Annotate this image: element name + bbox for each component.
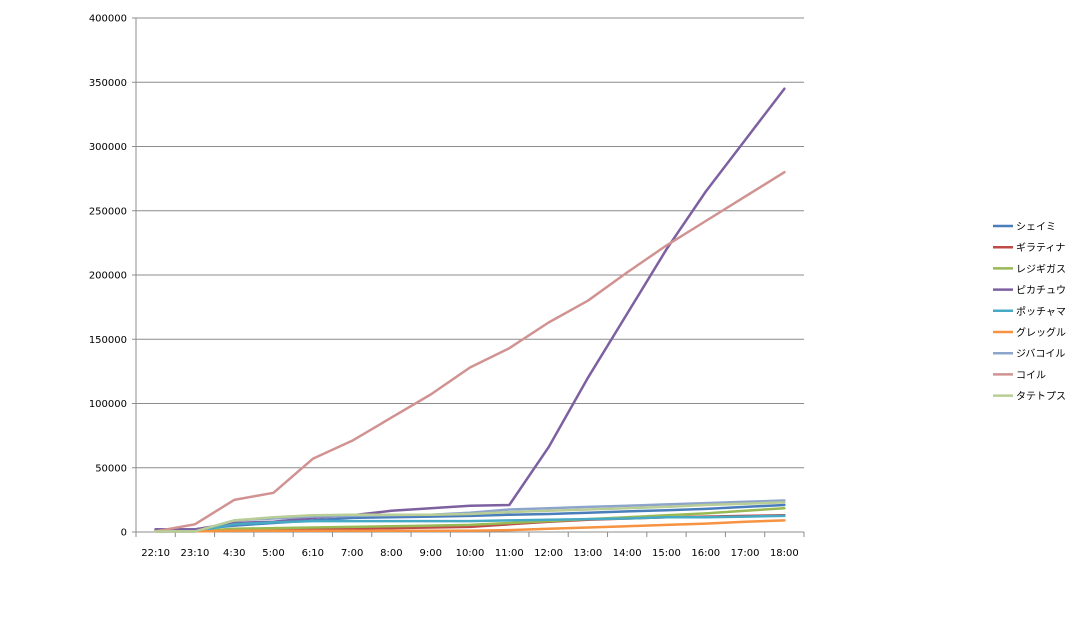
- x-tick-label: 10:00: [456, 548, 485, 559]
- x-tick-label: 5:00: [262, 548, 284, 559]
- y-tick-label: 350000: [89, 78, 127, 89]
- series-line-6: [154, 519, 786, 533]
- x-tick-label: 13:00: [573, 548, 602, 559]
- x-tick-label: 16:00: [691, 548, 720, 559]
- x-tick-label: 12:00: [534, 548, 563, 559]
- y-tick-label: 150000: [89, 335, 127, 346]
- x-tick-labels: 22:10 23:10 4:30 5:00 6:10 7:00 8:00 9:00 10:00 1…: [141, 548, 799, 559]
- x-tick-label: 14:00: [613, 548, 642, 559]
- x-tick-label: 17:00: [731, 548, 760, 559]
- series-line-8: [154, 170, 786, 533]
- legend-label: ジバコイル: [1016, 348, 1065, 360]
- x-tick-label: 22:10: [141, 548, 170, 559]
- gridlines: [136, 17, 804, 469]
- series-line-5: [154, 514, 786, 533]
- y-tick-label: 100000: [89, 399, 127, 410]
- x-tick-label: 7:00: [341, 548, 363, 559]
- x-tick-label: 8:00: [380, 548, 402, 559]
- y-tick-label: 0: [121, 528, 127, 539]
- legend-label: ポッチャマ: [1016, 306, 1066, 318]
- legend-label: レジギガス: [1016, 263, 1066, 275]
- x-tick-label: 6:10: [302, 548, 324, 559]
- legend-label: コイル: [1016, 370, 1046, 381]
- y-tick-label: 200000: [89, 271, 127, 282]
- y-tick-labels: 0 50000 100000 150000 200000 250000 300000 3500…: [89, 14, 127, 539]
- y-tick-label: 400000: [89, 14, 127, 25]
- legend: シェイミギラティナレジギガスピカチュウポッチャマグレッグルジバコイルコイルタテト…: [993, 222, 1066, 403]
- y-tick-label: 50000: [95, 463, 127, 474]
- legend-label: ピカチュウ: [1016, 285, 1066, 297]
- legend-label: グレッグル: [1016, 326, 1066, 339]
- series-line-3: [154, 506, 786, 533]
- y-tick-label: 250000: [89, 206, 127, 217]
- x-tick-label: 18:00: [770, 548, 799, 559]
- y-tick-label: 300000: [89, 142, 127, 153]
- series-lines: [154, 87, 786, 533]
- series-line-4: [154, 87, 786, 531]
- legend-label: ギラティナ: [1016, 242, 1065, 254]
- legend-label: シェイミ: [1016, 222, 1056, 233]
- x-tick-label: 4:30: [223, 548, 245, 559]
- x-tick-label: 23:10: [181, 548, 210, 559]
- legend-label: タテトプス: [1016, 391, 1066, 403]
- series-line-9: [154, 501, 786, 533]
- x-tick-label: 11:00: [495, 548, 524, 559]
- x-tick-label: 9:00: [419, 548, 441, 559]
- axes: [132, 17, 805, 537]
- x-tick-label: 15:00: [652, 548, 681, 559]
